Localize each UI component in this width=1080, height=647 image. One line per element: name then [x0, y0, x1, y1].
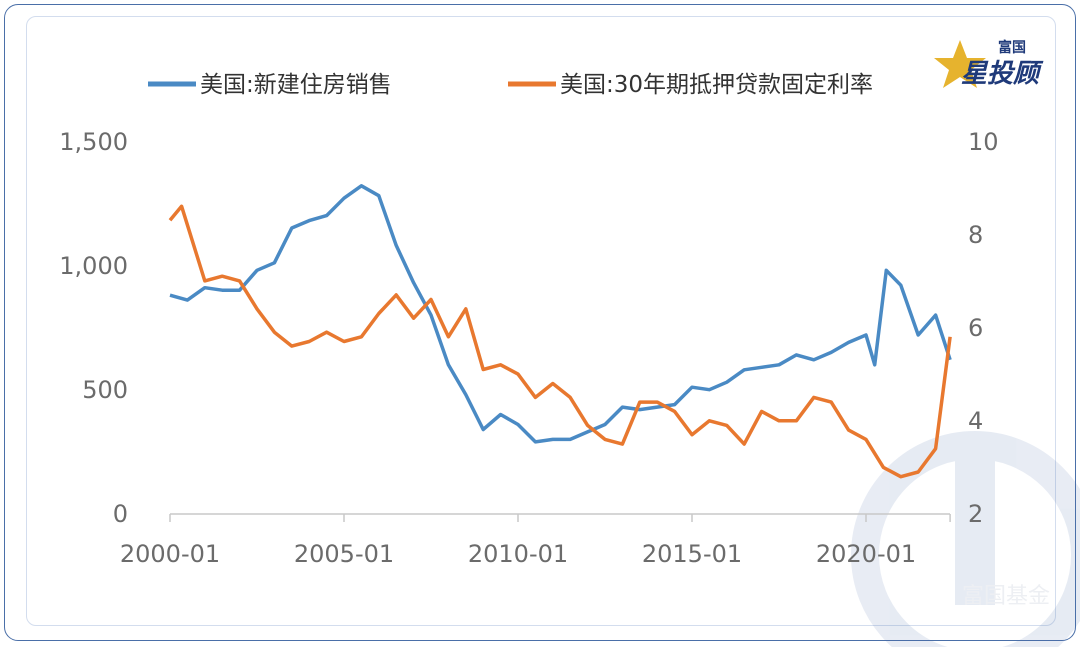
y-right-tick: 8 — [968, 221, 983, 249]
x-tick-label: 2010-01 — [468, 540, 568, 568]
x-tick-label: 2005-01 — [294, 540, 394, 568]
y-right-tick: 4 — [968, 407, 983, 435]
legend-label-series1: 美国:新建住房销售 — [200, 72, 392, 98]
legend-label-series2: 美国:30年期抵押贷款固定利率 — [560, 72, 873, 98]
star-icon — [934, 40, 986, 88]
series-line-new-home-sales — [169, 184, 952, 444]
y-left-tick: 0 — [113, 500, 128, 528]
legend: 美国:新建住房销售 美国:30年期抵押贷款固定利率 — [148, 72, 873, 98]
x-tick-label: 2020-01 — [816, 540, 916, 568]
logo-main-text: 星投顾 — [961, 59, 1044, 89]
inner-frame — [26, 16, 1056, 626]
y-right-tick: 2 — [968, 500, 983, 528]
x-tick-label: 2015-01 — [642, 540, 742, 568]
y-left-ticks: 0 500 1,000 1,500 — [59, 128, 128, 528]
x-ticks: 2000-01 2005-01 2010-01 2015-01 2020-01 — [120, 514, 951, 568]
y-left-tick: 500 — [82, 376, 128, 404]
brand-logo: 富国 星投顾 — [934, 39, 1044, 89]
series-line-mortgage-rate — [168, 204, 952, 479]
x-tick-label: 2000-01 — [120, 540, 220, 568]
outer-frame — [4, 4, 1076, 641]
watermark-emblem: 富国基金 — [851, 431, 1080, 647]
logo-top-text: 富国 — [998, 39, 1026, 56]
y-left-tick: 1,000 — [59, 252, 128, 280]
y-right-tick: 10 — [968, 128, 999, 156]
watermark-text: 富国基金 — [962, 584, 1050, 609]
y-right-ticks: 2 4 6 8 10 — [968, 128, 999, 528]
y-left-tick: 1,500 — [59, 128, 128, 156]
y-right-tick: 6 — [968, 314, 983, 342]
